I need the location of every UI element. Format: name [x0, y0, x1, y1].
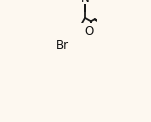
Text: Br: Br	[55, 39, 69, 52]
Text: O: O	[84, 25, 93, 38]
Text: N: N	[81, 0, 89, 5]
